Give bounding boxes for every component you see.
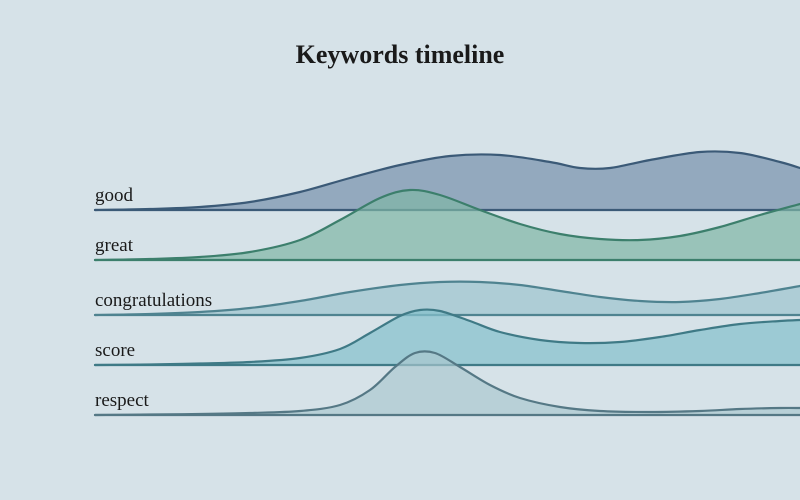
ridge-label-great: great [95,235,133,257]
ridge-label-respect: respect [95,390,149,412]
chart-title: Keywords timeline [296,40,505,70]
ridge-label-good: good [95,185,133,207]
ridge-area-great [95,190,800,260]
ridge-label-score: score [95,340,135,362]
page: Keywords timeline good great congratulatio… [0,0,800,500]
ridge-label-congratulations: congratulations [95,290,212,312]
ridge-area-respect [95,351,800,415]
